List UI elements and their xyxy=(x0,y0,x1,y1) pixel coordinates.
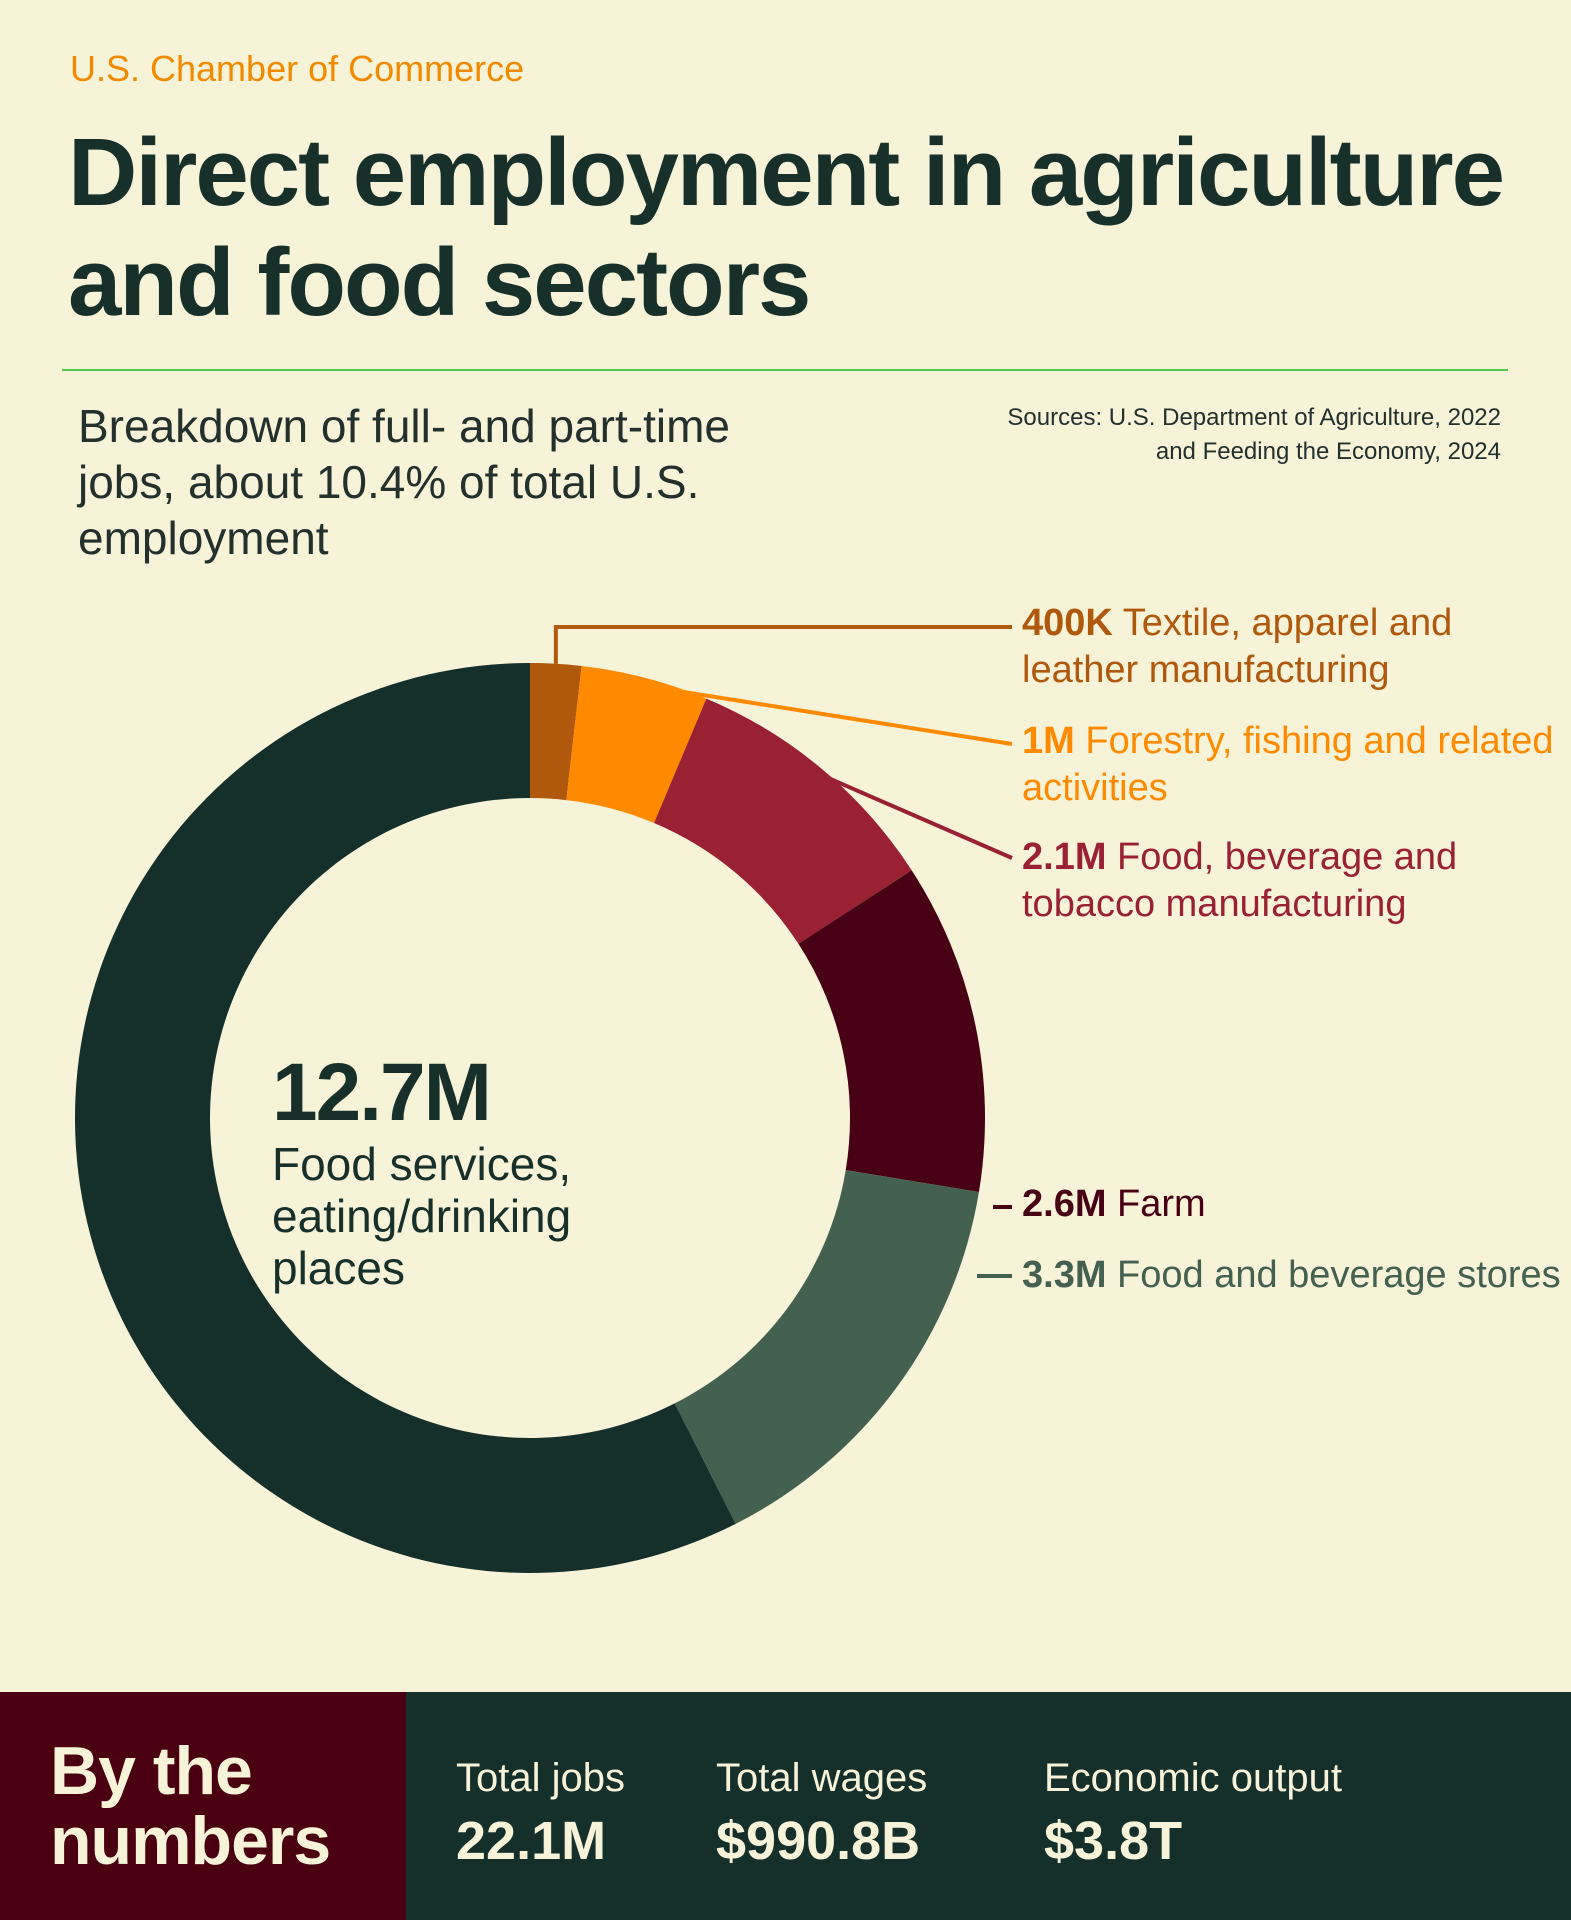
callout-label: Forestry, fishing and related activities xyxy=(1022,720,1554,809)
organization-name: U.S. Chamber of Commerce xyxy=(70,48,525,89)
callout-forestry: 1M Forestry, fishing and related activit… xyxy=(1022,718,1562,812)
stat-label: Total wages xyxy=(716,1756,928,1800)
callout-label: Textile, apparel and leather manufacturi… xyxy=(1022,602,1453,691)
page-title: Direct employment in agriculture and foo… xyxy=(68,119,1505,336)
callout-value: 1M xyxy=(1022,720,1075,762)
callout-value: 2.6M xyxy=(1022,1183,1107,1225)
donut-chart xyxy=(75,625,1013,1573)
stat-economic-output: Economic output $3.8T xyxy=(1044,1754,1342,1874)
leader-line-1 xyxy=(553,625,1012,664)
chart-subtitle: Breakdown of full- and part-time jobs, a… xyxy=(78,400,730,564)
by-the-numbers-heading-block: By the numbers xyxy=(0,1692,406,1920)
stat-total-jobs: Total jobs 22.1M xyxy=(456,1754,625,1874)
donut-slice-6 xyxy=(75,663,736,1573)
callout-farm: 2.6M Farm xyxy=(1022,1181,1562,1228)
by-the-numbers-bar: By the numbers Total jobs 22.1M Total wa… xyxy=(0,1692,1571,1920)
center-category: Food services, eating/drinking places xyxy=(272,1138,572,1294)
donut-slice-3 xyxy=(654,698,912,944)
stat-label: Economic output xyxy=(1044,1756,1342,1800)
leader-line-3 xyxy=(817,771,1013,860)
stat-value: $990.8B xyxy=(716,1811,921,1871)
sources-line-2: and Feeding the Economy, 2024 xyxy=(1155,438,1501,465)
stat-total-wages: Total wages $990.8B xyxy=(716,1754,927,1874)
donut-slice-1 xyxy=(530,663,582,801)
stat-value: $3.8T xyxy=(1044,1811,1183,1871)
sources-line-1: Sources: U.S. Department of Agriculture,… xyxy=(1007,404,1501,431)
donut-slice-4 xyxy=(798,870,986,1193)
by-the-numbers-heading: By the numbers xyxy=(50,1733,331,1879)
center-value: 12.7M xyxy=(272,1047,492,1138)
donut-slice-2 xyxy=(566,665,707,824)
callout-textile: 400K Textile, apparel and leather manufa… xyxy=(1022,600,1562,694)
donut-slice-5 xyxy=(674,1170,979,1524)
callout-label: Food and beverage stores xyxy=(1117,1254,1561,1296)
callout-food-manufacturing: 2.1M Food, beverage and tobacco manufact… xyxy=(1022,834,1562,928)
donut-center-label: 12.7M Food services, eating/drinking pla… xyxy=(272,1047,692,1295)
callout-food-stores: 3.3M Food and beverage stores xyxy=(1022,1252,1562,1299)
stat-label: Total jobs xyxy=(456,1756,625,1800)
callout-value: 3.3M xyxy=(1022,1254,1107,1296)
leader-line-2 xyxy=(642,683,1013,746)
callout-value: 400K xyxy=(1022,602,1113,644)
callout-label: Food, beverage and tobacco manufacturing xyxy=(1022,836,1458,925)
callout-value: 2.1M xyxy=(1022,836,1107,878)
sources-note: Sources: U.S. Department of Agriculture,… xyxy=(861,401,1501,469)
title-divider xyxy=(62,369,1508,371)
stat-value: 22.1M xyxy=(456,1811,607,1871)
callout-label: Farm xyxy=(1117,1183,1206,1225)
